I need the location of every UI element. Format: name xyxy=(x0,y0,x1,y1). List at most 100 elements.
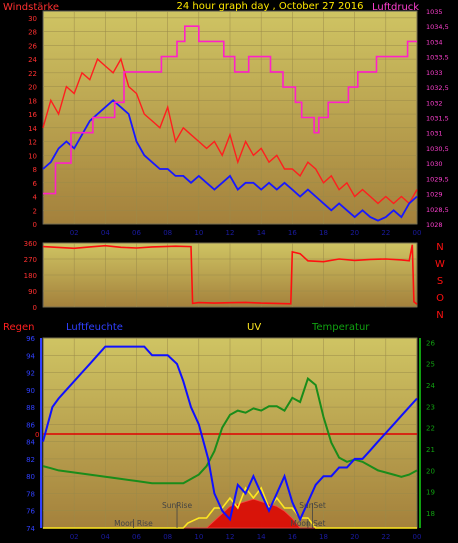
x-tick-label: 02 xyxy=(70,533,79,541)
humidity-tick-label: 82 xyxy=(26,456,35,464)
humidity-y-axis-labels: 74 76 78 80 82 84 86 88 90 92 94 96 xyxy=(26,335,35,533)
temperature-tick-label: 21 xyxy=(426,446,435,454)
wind-tick-label: 0 xyxy=(33,221,37,229)
compass-label: N xyxy=(436,310,443,321)
x-tick-label: 08 xyxy=(163,229,172,237)
humidity-x-axis-labels: 02 04 06 08 10 12 14 16 18 20 22 00 xyxy=(70,533,422,541)
humidity-tick-label: 76 xyxy=(26,508,35,516)
wind-tick-label: 2 xyxy=(33,207,37,215)
pressure-tick-label: 1034,5 xyxy=(426,23,449,31)
temperature-line xyxy=(42,376,418,485)
pressure-tick-label: 1031,5 xyxy=(426,115,449,123)
x-tick-label: 20 xyxy=(350,229,359,237)
temperature-tick-label: 26 xyxy=(426,339,435,347)
x-tick-label: 10 xyxy=(194,533,203,541)
pressure-y-axis-labels: 1028 1028,5 1029 1029,5 1030 1030,5 1031 1031,5… xyxy=(426,8,449,229)
x-tick-label: 10 xyxy=(194,229,203,237)
x-tick-label: 22 xyxy=(381,229,390,237)
humidity-panel-series xyxy=(42,345,418,529)
x-tick-label: 14 xyxy=(257,533,266,541)
x-tick-label: 02 xyxy=(70,229,79,237)
wind-x-axis-labels: 02 04 06 08 10 12 14 16 18 20 22 00 xyxy=(70,229,422,237)
compass-label: W xyxy=(435,259,445,270)
pressure-tick-label: 1033,5 xyxy=(426,54,449,62)
wind-tick-label: 10 xyxy=(28,152,37,160)
event-label: Moon Set xyxy=(290,519,325,528)
wind-tick-label: 8 xyxy=(33,166,37,174)
event-label: SunSet xyxy=(299,501,326,510)
chart-title: 24 hour graph day , October 27 2016 xyxy=(177,1,364,12)
wind-tick-label: 18 xyxy=(28,97,37,105)
compass-label: N xyxy=(436,242,443,253)
humidity-tick-label: 90 xyxy=(26,387,35,395)
wind-axis-title: Windstärke xyxy=(3,2,59,13)
wind-average-line xyxy=(42,99,418,222)
x-tick-label: 20 xyxy=(350,533,359,541)
pressure-tick-label: 1034 xyxy=(426,38,443,46)
compass-label: S xyxy=(437,276,443,287)
x-tick-label: 04 xyxy=(101,229,110,237)
event-label: Moon Rise xyxy=(114,519,153,528)
wind-tick-label: 28 xyxy=(28,29,37,37)
direction-tick-label: 360 xyxy=(24,240,37,248)
humidity-tick-label: 74 xyxy=(26,525,35,533)
x-tick-label: 06 xyxy=(132,533,141,541)
wind-tick-label: 24 xyxy=(28,56,37,64)
humidity-tick-label: 96 xyxy=(26,335,35,343)
event-label: SunRise xyxy=(162,501,192,510)
x-tick-label: 16 xyxy=(288,229,297,237)
pressure-tick-label: 1030,5 xyxy=(426,145,449,153)
direction-panel-series xyxy=(42,244,418,305)
humidity-tick-label: 78 xyxy=(26,490,35,498)
temperature-tick-label: 19 xyxy=(426,489,435,497)
x-tick-label: 00 xyxy=(413,229,422,237)
direction-y-axis-labels: 360 270 180 90 0 xyxy=(24,240,37,312)
direction-tick-label: 90 xyxy=(28,288,37,296)
temperature-tick-label: 20 xyxy=(426,467,435,475)
sun-moon-events: SunRise SunSet Moon Rise Moon Set xyxy=(114,501,326,528)
x-tick-label: 08 xyxy=(163,533,172,541)
humidity-tick-label: 80 xyxy=(26,473,35,481)
humidity-tick-label: 92 xyxy=(26,370,35,378)
x-tick-label: 14 xyxy=(257,229,266,237)
humidity-tick-label: 86 xyxy=(26,421,35,429)
rain-zero-label: 0 xyxy=(35,431,39,439)
temperature-tick-label: 23 xyxy=(426,403,435,411)
wind-tick-label: 16 xyxy=(28,111,37,119)
rain-axis-title: Regen xyxy=(3,322,35,333)
temperature-y-axis-labels: 18 19 20 21 22 23 24 25 26 xyxy=(426,339,435,518)
direction-panel-grid xyxy=(43,242,418,308)
wind-tick-label: 20 xyxy=(28,84,37,92)
wind-tick-label: 30 xyxy=(28,15,37,23)
wind-tick-label: 6 xyxy=(33,180,38,188)
wind-tick-label: 4 xyxy=(33,194,38,202)
x-tick-label: 06 xyxy=(132,229,141,237)
wind-tick-label: 26 xyxy=(28,42,37,50)
direction-tick-label: 270 xyxy=(24,256,37,264)
direction-tick-label: 180 xyxy=(24,272,37,280)
direction-tick-label: 0 xyxy=(33,304,37,312)
temperature-axis-title: Temperatur xyxy=(311,322,370,333)
temperature-tick-label: 25 xyxy=(426,361,435,369)
pressure-tick-label: 1029,5 xyxy=(426,175,449,183)
wind-speed-line xyxy=(42,57,418,205)
x-tick-label: 18 xyxy=(319,533,328,541)
pressure-tick-label: 1028 xyxy=(426,221,443,229)
humidity-line xyxy=(42,345,418,522)
pressure-tick-label: 1033 xyxy=(426,69,443,77)
wind-tick-label: 12 xyxy=(28,139,37,147)
humidity-axis-title: Luftfeuchte xyxy=(66,322,123,333)
temperature-tick-label: 22 xyxy=(426,425,435,433)
temperature-tick-label: 24 xyxy=(426,382,435,390)
humidity-tick-label: 84 xyxy=(26,439,35,447)
x-tick-label: 00 xyxy=(413,533,422,541)
pressure-tick-label: 1032 xyxy=(426,99,443,107)
wind-tick-label: 22 xyxy=(28,70,37,78)
pressure-tick-label: 1028,5 xyxy=(426,206,449,214)
pressure-tick-label: 1029 xyxy=(426,191,443,199)
x-tick-label: 16 xyxy=(288,533,297,541)
x-tick-label: 12 xyxy=(226,229,235,237)
pressure-tick-label: 1030 xyxy=(426,160,443,168)
wind-direction-line xyxy=(42,244,418,305)
